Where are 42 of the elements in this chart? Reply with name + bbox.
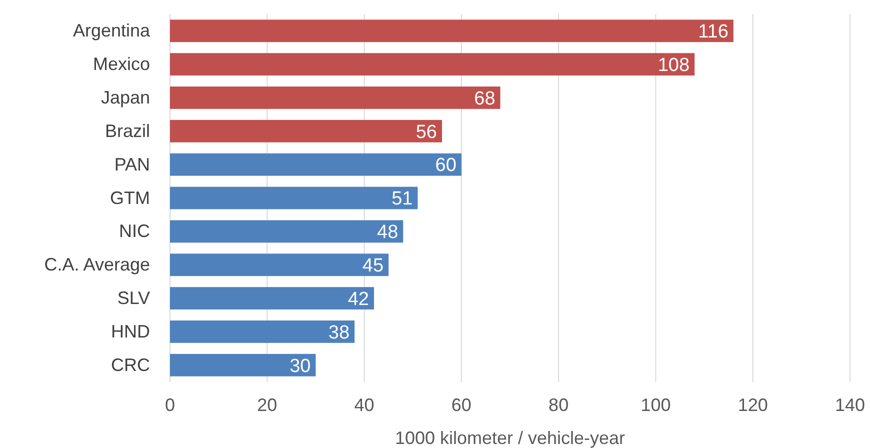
data-label: 68 [474,88,496,110]
x-tick-label: 60 [451,394,472,415]
bar [170,287,374,310]
bar [170,120,442,142]
data-label: 42 [348,288,369,310]
bar [170,320,355,343]
y-tick-label: Argentina [72,20,151,41]
y-tick-label: Japan [100,87,150,108]
x-tick-label: 0 [164,394,176,415]
y-tick-label: PAN [114,154,150,174]
x-axis-title: 1000 kilometer / vehicle-year [394,428,626,448]
y-tick-label: Mexico [92,54,150,74]
data-label: 60 [435,155,456,176]
bar [170,153,462,176]
y-tick-label: Brazil [104,120,150,141]
bar [170,86,500,109]
bar [170,186,418,210]
y-tick-label: SLV [117,288,150,308]
x-tick-label: 40 [354,394,374,415]
y-tick-label: GTM [110,188,150,208]
x-tick-label: 20 [257,394,278,415]
y-tick-label: C.A. Average [44,254,150,275]
bar [170,254,389,276]
data-label: 48 [377,222,398,244]
bar [170,20,734,42]
data-label: 30 [290,356,311,377]
x-tick-label: 140 [834,394,866,415]
data-label: 108 [658,54,690,76]
y-tick-label: CRC [111,354,150,375]
bar [170,53,695,76]
data-label: 116 [698,22,728,43]
data-label: 45 [362,256,384,276]
data-label: 56 [416,122,437,143]
x-tick-label: 100 [640,394,671,415]
bar [170,354,316,376]
y-tick-label: NIC [119,221,150,242]
bar [170,220,404,243]
y-tick-label: HND [111,321,150,342]
x-tick-label: 80 [548,394,569,415]
data-label: 51 [392,188,413,210]
x-tick-label: 120 [738,394,768,415]
data-label: 38 [328,322,350,344]
